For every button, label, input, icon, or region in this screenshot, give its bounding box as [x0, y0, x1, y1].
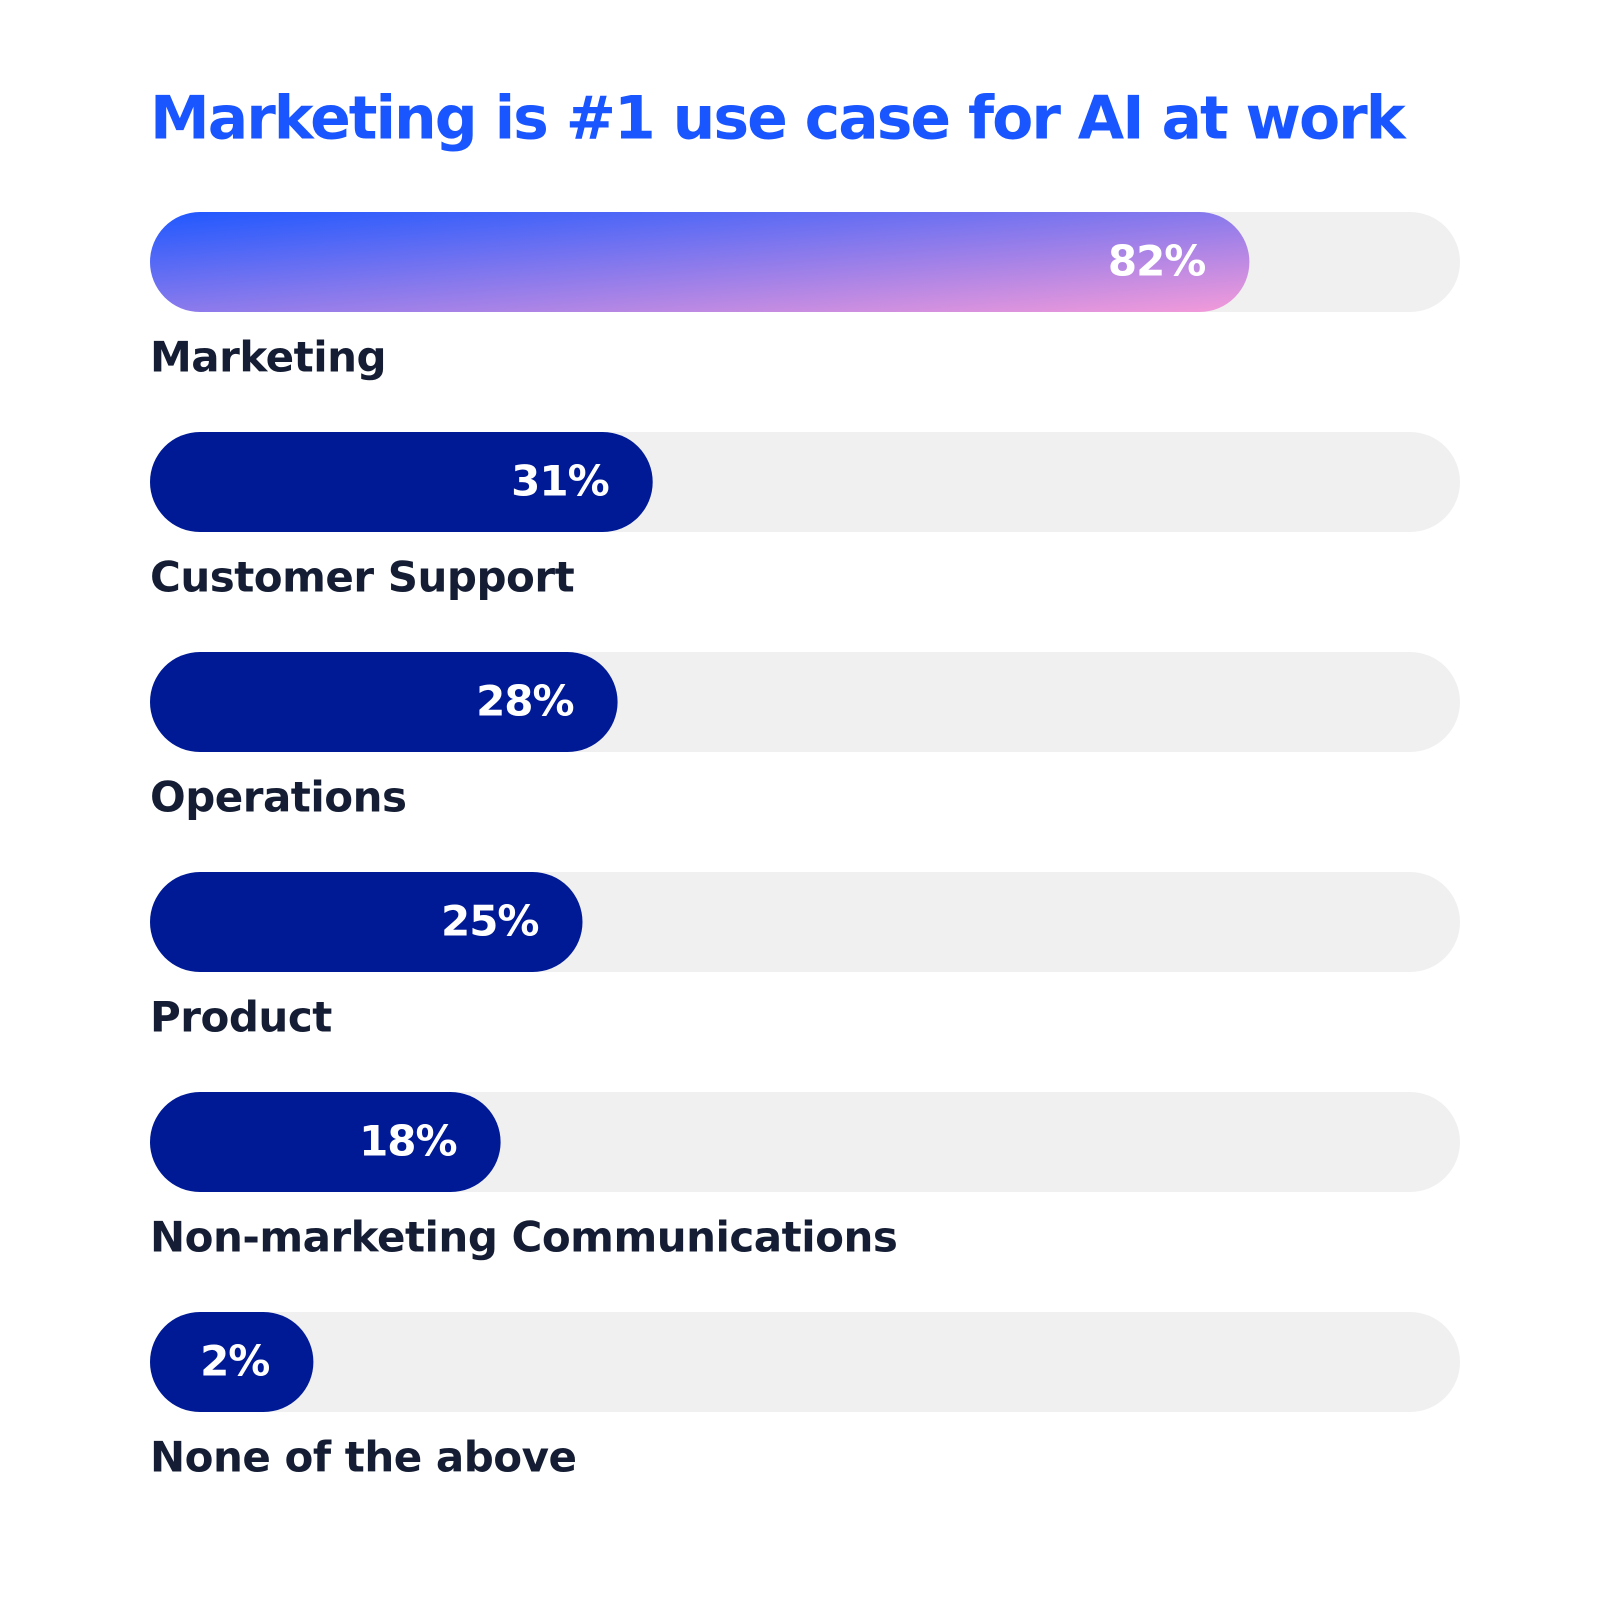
value-label: 2% [200, 1337, 269, 1386]
value-label: 18% [359, 1117, 457, 1166]
bar [150, 212, 1250, 312]
category-label: Product [150, 993, 332, 1042]
bar-track [150, 1312, 1460, 1412]
bar [150, 872, 583, 972]
bar [150, 1092, 501, 1192]
value-label: 31% [511, 457, 609, 506]
value-label: 28% [476, 677, 574, 726]
value-label: 82% [1108, 237, 1206, 286]
category-label: Non-marketing Communications [150, 1213, 897, 1262]
category-label: None of the above [150, 1433, 576, 1482]
chart-title: Marketing is #1 use case for AI at work [150, 84, 1408, 154]
bar [150, 432, 653, 532]
category-label: Marketing [150, 333, 386, 382]
value-label: 25% [441, 897, 539, 946]
bar [150, 1312, 314, 1412]
category-label: Operations [150, 773, 407, 822]
category-label: Customer Support [150, 553, 575, 602]
bar [150, 652, 618, 752]
